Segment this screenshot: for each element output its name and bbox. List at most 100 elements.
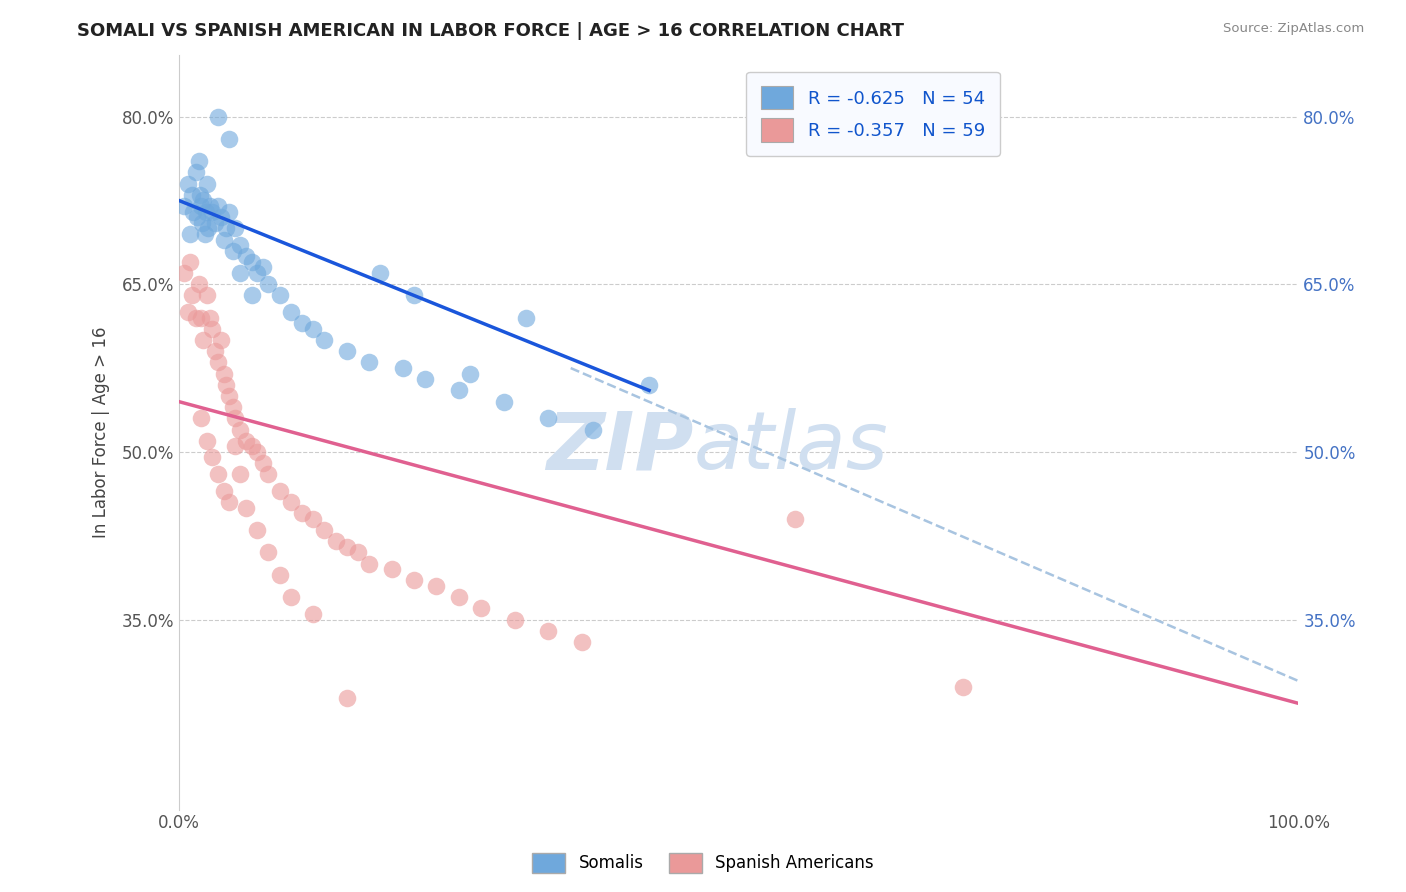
Point bbox=[336, 540, 359, 554]
Point bbox=[218, 132, 240, 146]
Point bbox=[537, 624, 560, 638]
Point bbox=[190, 310, 212, 325]
Point bbox=[359, 557, 381, 571]
Point bbox=[190, 411, 212, 425]
Point bbox=[190, 199, 212, 213]
Point bbox=[218, 495, 240, 509]
Point bbox=[380, 562, 402, 576]
Point bbox=[173, 199, 195, 213]
Point bbox=[184, 310, 207, 325]
Point bbox=[204, 344, 226, 359]
Point bbox=[347, 545, 370, 559]
Point bbox=[470, 601, 492, 615]
Point bbox=[181, 288, 204, 302]
Point bbox=[194, 204, 217, 219]
Point bbox=[246, 445, 269, 459]
Point bbox=[537, 411, 560, 425]
Point bbox=[184, 165, 207, 179]
Point bbox=[183, 204, 205, 219]
Point bbox=[325, 534, 347, 549]
Point bbox=[201, 450, 224, 465]
Point bbox=[198, 199, 221, 213]
Point bbox=[212, 233, 235, 247]
Point bbox=[302, 607, 325, 621]
Point bbox=[302, 512, 325, 526]
Point bbox=[336, 690, 359, 705]
Point bbox=[195, 434, 218, 448]
Point bbox=[280, 305, 302, 319]
Text: atlas: atlas bbox=[693, 409, 889, 486]
Point bbox=[188, 154, 211, 169]
Point bbox=[201, 322, 224, 336]
Point bbox=[207, 199, 229, 213]
Text: ZIP: ZIP bbox=[547, 409, 693, 486]
Point bbox=[173, 266, 195, 280]
Point bbox=[492, 394, 515, 409]
Point bbox=[257, 545, 280, 559]
Point bbox=[218, 389, 240, 403]
Point bbox=[359, 355, 381, 369]
Point bbox=[314, 523, 336, 537]
Point bbox=[229, 266, 252, 280]
Point bbox=[188, 277, 211, 292]
Point bbox=[193, 194, 215, 208]
Point bbox=[209, 210, 232, 224]
Point bbox=[218, 204, 240, 219]
Point bbox=[291, 317, 314, 331]
Point bbox=[229, 238, 252, 252]
Point bbox=[207, 355, 229, 369]
Point bbox=[783, 512, 806, 526]
Point bbox=[257, 467, 280, 482]
Point bbox=[252, 456, 274, 470]
Point bbox=[207, 110, 229, 124]
Point bbox=[201, 204, 224, 219]
Point bbox=[224, 411, 246, 425]
Point bbox=[198, 310, 221, 325]
Point bbox=[370, 266, 392, 280]
Point bbox=[179, 227, 201, 241]
Point bbox=[503, 613, 526, 627]
Point bbox=[224, 221, 246, 235]
Point bbox=[193, 333, 215, 347]
Text: Source: ZipAtlas.com: Source: ZipAtlas.com bbox=[1223, 22, 1364, 36]
Legend: R = -0.625   N = 54, R = -0.357   N = 59: R = -0.625 N = 54, R = -0.357 N = 59 bbox=[747, 71, 1000, 156]
Legend: Somalis, Spanish Americans: Somalis, Spanish Americans bbox=[526, 847, 880, 880]
Point bbox=[229, 423, 252, 437]
Point bbox=[314, 333, 336, 347]
Point bbox=[195, 288, 218, 302]
Point bbox=[336, 344, 359, 359]
Point bbox=[191, 216, 214, 230]
Point bbox=[582, 423, 605, 437]
Point bbox=[402, 288, 425, 302]
Point bbox=[458, 367, 481, 381]
Point bbox=[224, 439, 246, 453]
Point bbox=[177, 177, 200, 191]
Point bbox=[257, 277, 280, 292]
Point bbox=[280, 590, 302, 604]
Point bbox=[207, 467, 229, 482]
Text: SOMALI VS SPANISH AMERICAN IN LABOR FORCE | AGE > 16 CORRELATION CHART: SOMALI VS SPANISH AMERICAN IN LABOR FORC… bbox=[77, 22, 904, 40]
Point bbox=[181, 187, 204, 202]
Point bbox=[447, 384, 470, 398]
Point bbox=[177, 305, 200, 319]
Point bbox=[197, 221, 219, 235]
Point bbox=[215, 377, 238, 392]
Point bbox=[209, 333, 232, 347]
Point bbox=[221, 400, 243, 414]
Point bbox=[391, 361, 413, 376]
Point bbox=[246, 266, 269, 280]
Point bbox=[291, 507, 314, 521]
Point bbox=[240, 288, 263, 302]
Point bbox=[193, 227, 215, 241]
Point bbox=[638, 377, 661, 392]
Point bbox=[235, 249, 257, 263]
Point bbox=[413, 372, 436, 386]
Point bbox=[179, 255, 201, 269]
Point bbox=[221, 244, 243, 258]
Point bbox=[302, 322, 325, 336]
Point bbox=[235, 434, 257, 448]
Point bbox=[186, 210, 208, 224]
Point bbox=[235, 500, 257, 515]
Y-axis label: In Labor Force | Age > 16: In Labor Force | Age > 16 bbox=[93, 326, 110, 538]
Point bbox=[252, 260, 274, 275]
